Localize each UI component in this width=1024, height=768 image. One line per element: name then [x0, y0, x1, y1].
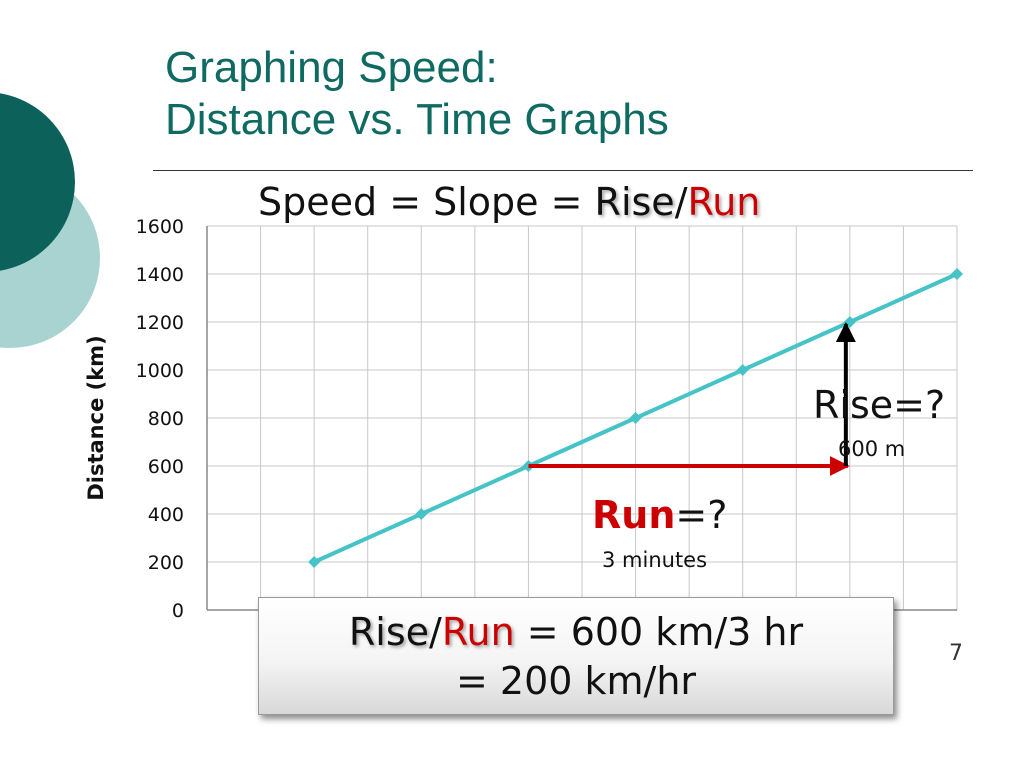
result-rise: Rise: [348, 610, 430, 654]
data-point: [736, 364, 749, 376]
y-tick-labels: 0 200 400 600 800 1000 1200 1400 1600: [136, 216, 184, 622]
data-point: [415, 508, 428, 520]
y-tick-label: 1000: [136, 360, 184, 382]
run-value: 3 minutes: [602, 548, 707, 572]
rise-value: 600 m: [838, 437, 905, 461]
y-tick-label: 0: [172, 600, 184, 622]
result-line-2: = 200 km/hr: [455, 659, 697, 704]
result-line-1: Rise/Run = 600 km/3 hr: [259, 608, 893, 657]
dark-teal-circle: [0, 93, 75, 271]
formula-slash: /: [674, 180, 688, 224]
y-tick-label: 1200: [136, 312, 184, 334]
rise-run-annotations: Rise=? 600 m Run=? 3 minutes: [528, 322, 945, 572]
y-tick-label: 200: [148, 552, 184, 574]
y-axis-label: Distance (km): [84, 335, 108, 500]
decorative-circles: [0, 93, 100, 348]
rise-annotation: Rise=?: [813, 383, 945, 427]
formula-run: Run: [687, 180, 761, 224]
data-point: [308, 556, 321, 568]
rise-annotation-label: Rise: [813, 383, 893, 427]
result-box: Rise/Run = 600 km/3 hr = 200 km/hr: [258, 597, 894, 715]
formula-rise: Rise: [594, 180, 675, 224]
x-tick-labels: 7: [949, 641, 963, 666]
run-annotation-suffix: =?: [675, 493, 727, 537]
result-run: Run: [441, 610, 515, 654]
rise-annotation-suffix: =?: [893, 383, 945, 427]
run-annotation: Run=?: [592, 493, 727, 537]
result-slash: /: [429, 610, 442, 654]
result-line-1-suffix: = 600 km/3 hr: [514, 610, 804, 654]
y-tick-label: 800: [148, 408, 184, 430]
data-point: [629, 412, 642, 424]
y-tick-label: 1600: [136, 216, 184, 238]
y-tick-label: 400: [148, 504, 184, 526]
y-tick-label: 600: [148, 456, 184, 478]
slide-title: Graphing Speed: Distance vs. Time Graphs: [165, 42, 669, 146]
data-point: [951, 268, 963, 280]
title-line-2: Distance vs. Time Graphs: [165, 94, 669, 144]
title-divider: [153, 170, 973, 171]
title-line-1: Graphing Speed:: [165, 43, 498, 92]
formula-prefix: Speed = Slope =: [258, 180, 595, 224]
slope-formula: Speed = Slope = Rise/Run: [258, 180, 760, 224]
run-annotation-label: Run: [592, 493, 675, 537]
y-tick-label: 1400: [136, 264, 184, 286]
x-tick-label: 7: [949, 641, 963, 666]
